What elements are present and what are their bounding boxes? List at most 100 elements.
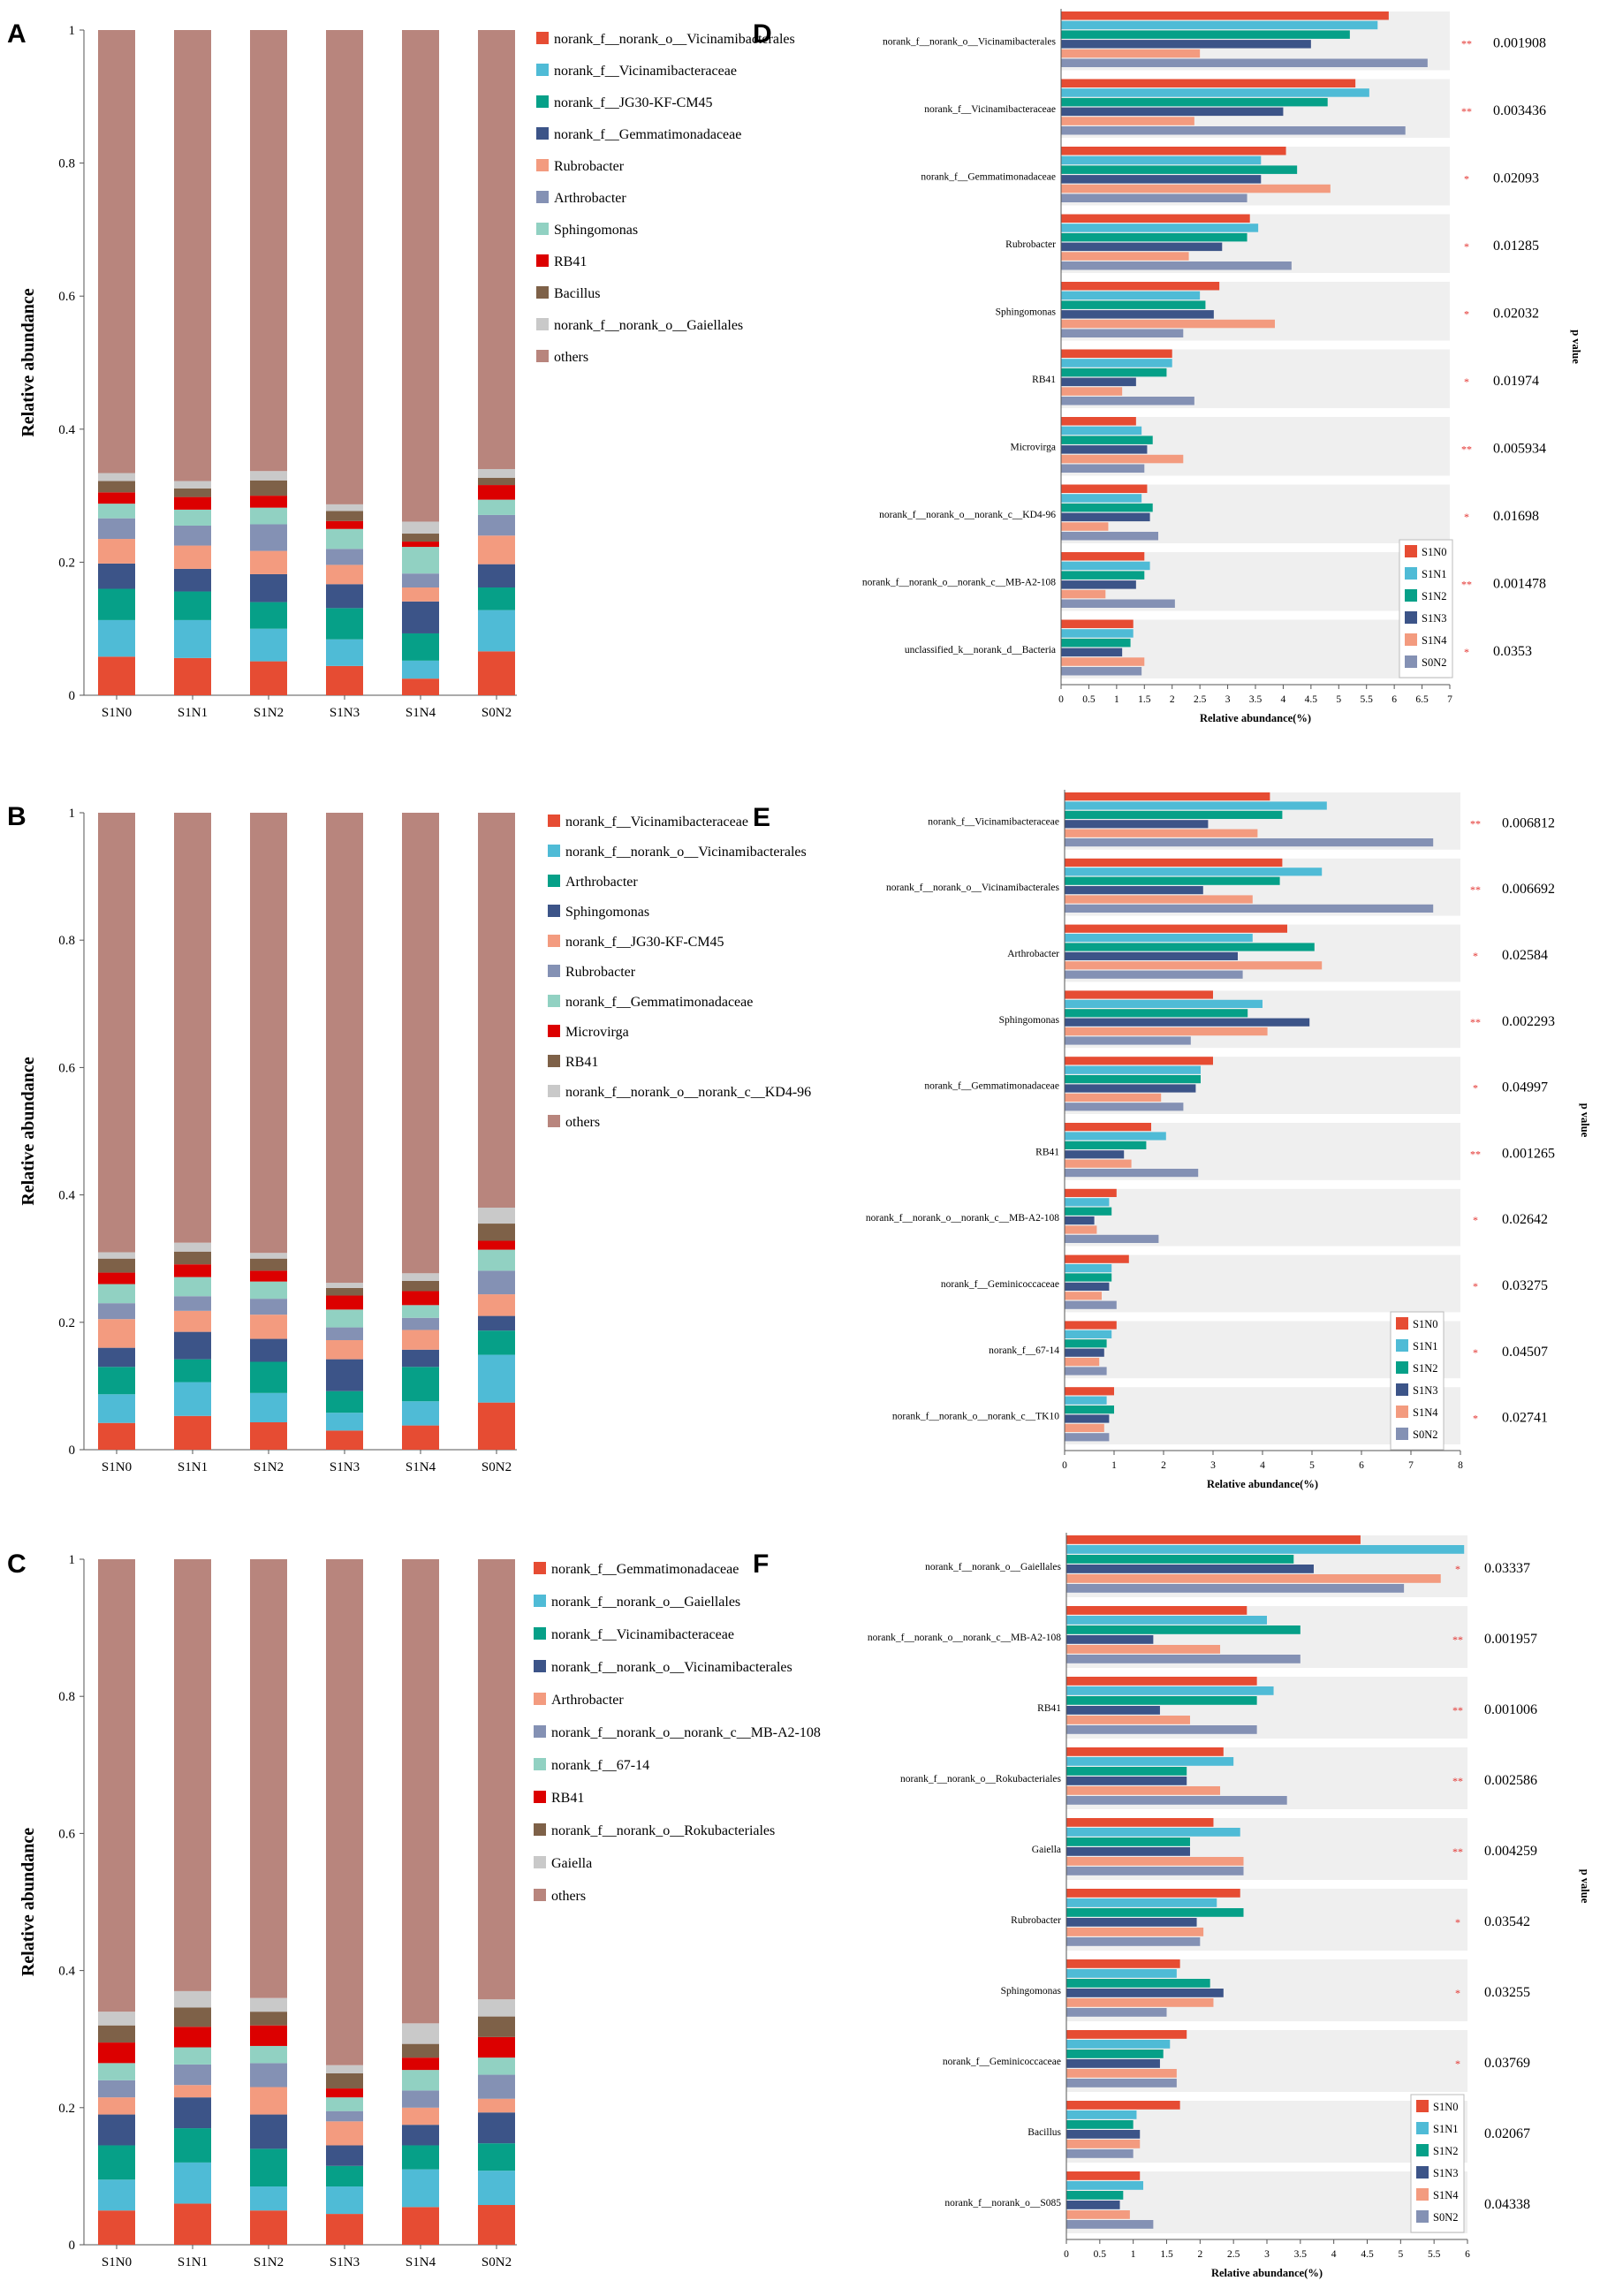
legend-swatch-norank-f-vicinamibacteraceae	[534, 1627, 546, 1640]
bar-s1n3	[1061, 445, 1148, 454]
bar-s1n2	[1061, 638, 1131, 648]
bar-segment-norank-f-vicinamibacteraceae	[326, 639, 363, 666]
legend-swatch-norank-f-gemmatimonadaceae	[548, 995, 560, 1007]
bar-s1n3	[1066, 1847, 1190, 1856]
legend-label: S1N4	[1422, 634, 1447, 647]
bar-segment-norank-f-norank-o-gaiellales	[174, 2162, 211, 2204]
category-label: norank_f__67-14	[989, 1345, 1059, 1356]
bar-segment-norank-f-jg30-kf-cm45	[174, 1310, 211, 1332]
bar-segment-norank-f-gemmatimonadaceae	[402, 2207, 439, 2245]
category-label: norank_f__norank_o__norank_c__TK10	[892, 1412, 1059, 1422]
bar-s1n3	[1061, 175, 1262, 184]
x-tick-label: 5.5	[1361, 694, 1374, 705]
bar-s1n3	[1065, 1216, 1095, 1225]
bar-s1n3	[1065, 1018, 1310, 1027]
bar-segment-rubrobacter	[98, 1303, 135, 1320]
bar-segment-rb41	[174, 2027, 211, 2048]
p-value-label: 0.04338	[1484, 2197, 1530, 2212]
bar-s0n2	[1065, 970, 1243, 979]
bar-segment-rb41	[326, 520, 363, 529]
x-tick-label: S1N0	[102, 706, 132, 720]
bar-segment-norank-f-67-14	[478, 2057, 515, 2075]
x-tick-label: 3	[1210, 1460, 1216, 1471]
p-value-label: 0.04507	[1502, 1345, 1548, 1360]
bar-segment-rb41	[250, 2025, 287, 2046]
bar-segment-norank-f-norank-o-rokubacteriales	[174, 2007, 211, 2027]
x-tick-label: S1N2	[254, 1460, 284, 1474]
significance-stars: *	[1473, 1413, 1478, 1425]
x-tick-label: S0N2	[482, 706, 512, 720]
bar-s1n4	[1061, 454, 1184, 464]
legend-label: norank_f__norank_o__Gaiellales	[551, 1595, 740, 1610]
bar-s1n1	[1065, 1396, 1107, 1405]
bar-segment-norank-f-jg30-kf-cm45	[98, 588, 135, 620]
bar-s1n4	[1065, 1027, 1268, 1036]
bar-segment-microvirga	[250, 1270, 287, 1282]
bar-segment-norank-f-vicinamibacteraceae	[478, 610, 515, 652]
legend-label: Sphingomonas	[565, 905, 649, 920]
bar-s1n0	[1065, 1123, 1151, 1132]
bar-s1n2	[1066, 1767, 1187, 1776]
bar-s1n3	[1061, 107, 1284, 117]
category-label: Microvirga	[1010, 442, 1056, 452]
significance-stars: *	[1455, 1987, 1460, 1999]
bar-s0n2	[1061, 464, 1145, 473]
x-tick-label: S1N4	[406, 2255, 436, 2269]
category-label: norank_f__norank_o__S085	[944, 2198, 1061, 2209]
bar-segment-norank-f-norank-o-vicinamibacterales	[98, 2114, 135, 2146]
bar-segment-arthrobacter	[478, 2098, 515, 2113]
legend-swatch-norank-f-norank-o-norank-c-mb-a2-108	[534, 1725, 546, 1738]
y-tick-label: 0.4	[58, 423, 75, 437]
significance-stars: *	[1464, 511, 1469, 523]
legend-swatch-norank-f-vicinamibacteraceae	[548, 815, 560, 827]
significance-stars: **	[1461, 578, 1472, 590]
legend-label: Sphingomonas	[554, 223, 638, 238]
bar-s1n0	[1065, 1387, 1114, 1396]
bar-segment-arthrobacter	[402, 2107, 439, 2126]
bar-s1n1	[1066, 1616, 1267, 1625]
x-tick-label: 4.5	[1361, 2249, 1374, 2260]
legend-swatch-bacillus	[536, 286, 549, 299]
x-tick-label: 6	[1359, 1460, 1364, 1471]
bar-s0n2	[1065, 1300, 1117, 1309]
bar-segment-bacillus	[98, 481, 135, 493]
bar-segment-others	[174, 1559, 211, 1991]
significance-stars: *	[1473, 950, 1478, 962]
bar-segment-norank-f-jg30-kf-cm45	[478, 1294, 515, 1316]
bar-s1n3	[1066, 1989, 1224, 1997]
legend-swatch-microvirga	[548, 1025, 560, 1037]
bar-segment-norank-f-norank-o-norank-c-kd4-96	[174, 1242, 211, 1252]
bar-s0n2	[1065, 904, 1434, 913]
bar-segment-arthrobacter	[478, 1330, 515, 1355]
legend-label: S1N0	[1433, 2101, 1458, 2113]
x-tick-label: 3.5	[1294, 2249, 1308, 2260]
x-tick-label: S1N3	[330, 1460, 360, 1474]
bar-segment-norank-f-norank-o-vicinamibacterales	[250, 1392, 287, 1422]
bar-s1n0	[1065, 1057, 1213, 1065]
p-value-label: 0.02741	[1502, 1411, 1548, 1426]
category-label: norank_f__Vicinamibacteraceae	[924, 104, 1056, 115]
y-tick-label: 1	[69, 807, 76, 821]
bar-segment-others	[402, 813, 439, 1274]
bar-segment-norank-f-norank-o-vicinamibacterales	[250, 2114, 287, 2149]
legend-label: norank_f__norank_o__Rokubacteriales	[551, 1823, 775, 1838]
legend-label: S1N3	[1413, 1384, 1437, 1397]
legend-label: norank_f__Gemmatimonadaceae	[565, 995, 753, 1010]
bar-s1n4	[1066, 1786, 1221, 1795]
bar-s0n2	[1065, 1169, 1199, 1178]
p-value-label: 0.001006	[1484, 1702, 1537, 1717]
bar-segment-rb41	[478, 1224, 515, 1241]
bar-segment-norank-f-gemmatimonadaceae	[326, 1309, 363, 1328]
bar-s0n2	[1065, 1036, 1191, 1045]
bar-s0n2	[1066, 2149, 1134, 2158]
bar-s1n3	[1066, 2130, 1141, 2139]
bar-segment-norank-f-gemmatimonadaceae	[478, 2204, 515, 2245]
bar-s1n3	[1066, 1918, 1197, 1927]
bar-segment-others	[250, 30, 287, 472]
category-label: norank_f__Geminicoccaceae	[943, 2057, 1061, 2067]
bar-s1n2	[1066, 1625, 1300, 1634]
bar-segment-arthrobacter	[326, 549, 363, 565]
bar-segment-rb41	[402, 542, 439, 548]
bar-segment-norank-f-norank-o-vicinamibacterales	[174, 1382, 211, 1416]
bar-segment-rubrobacter	[326, 565, 363, 585]
